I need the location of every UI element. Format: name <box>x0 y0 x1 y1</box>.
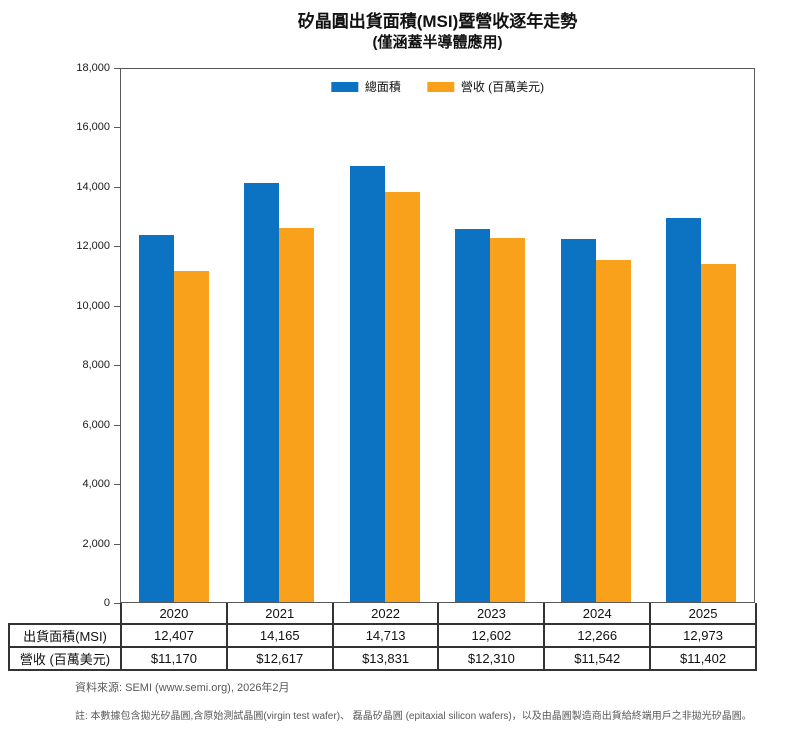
y-tick-mark <box>114 603 120 604</box>
y-tick-label: 16,000 <box>76 121 110 134</box>
table-year-cell: 2023 <box>437 603 546 625</box>
chart-title: 矽晶圓出貨面積(MSI)暨營收逐年走勢 <box>297 12 578 31</box>
bar-total-area-2022 <box>349 166 385 602</box>
table-year-cell: 2022 <box>331 603 440 625</box>
legend-label-total-area: 總面積 <box>364 80 401 94</box>
table-value-cell: 12,973 <box>649 623 757 648</box>
bar-total-area-2024 <box>560 238 596 602</box>
table-row-revenue: 營收 (百萬美元) $11,170 $12,617 $13,831 $12,310 $11… <box>8 646 757 671</box>
bar-group-2023 <box>438 69 544 602</box>
y-tick-label: 18,000 <box>76 62 110 74</box>
legend-swatch-total-area <box>330 81 358 92</box>
table-value-cell: 14,165 <box>225 623 334 648</box>
y-tick-label: 8,000 <box>82 359 110 372</box>
table-value-cell: $13,831 <box>331 646 440 671</box>
y-tick-mark <box>114 365 120 366</box>
table-row-label-revenue: 營收 (百萬美元) <box>8 646 122 671</box>
y-tick-label: 2,000 <box>82 537 110 550</box>
table-value-cell: 14,713 <box>331 623 440 648</box>
y-tick-mark <box>114 306 120 307</box>
y-tick-mark <box>114 127 120 128</box>
y-tick-mark <box>114 484 120 485</box>
bar-group-2021 <box>227 69 333 602</box>
table-value-cell: $12,310 <box>437 646 546 671</box>
y-tick-mark <box>114 544 120 545</box>
table-value-cell: 12,602 <box>437 623 546 648</box>
table-row-shipment-area: 出貨面積(MSI) 12,407 14,165 14,713 12,602 12,266 1… <box>8 623 757 648</box>
table-value-cell: $12,617 <box>225 646 334 671</box>
table-value-cell: $11,542 <box>543 646 652 671</box>
y-tick-label: 14,000 <box>76 180 110 193</box>
legend: 總面積 營收 (百萬美元) <box>330 78 545 95</box>
y-tick-mark <box>114 425 120 426</box>
chart-title-block: 矽晶圓出貨面積(MSI)暨營收逐年走勢 (僅涵蓋半導體應用) <box>120 11 755 53</box>
y-tick-mark <box>114 246 120 247</box>
table-value-cell: 12,407 <box>120 623 228 648</box>
y-tick-label: 6,000 <box>82 418 110 431</box>
y-tick-mark <box>114 68 120 69</box>
y-tick-label: 4,000 <box>82 478 110 491</box>
bar-revenue-2021 <box>279 228 315 602</box>
bar-revenue-2020 <box>173 271 209 602</box>
table-value-cell: $11,170 <box>120 646 228 671</box>
bar-group-2022 <box>332 69 438 602</box>
legend-swatch-revenue <box>426 81 454 92</box>
table-year-cell: 2025 <box>649 603 757 625</box>
bar-total-area-2020 <box>138 234 174 602</box>
chart-subtitle: (僅涵蓋半導體應用) <box>372 34 503 52</box>
bar-revenue-2023 <box>490 237 526 602</box>
plot-area: 總面積 營收 (百萬美元) <box>120 68 755 603</box>
note-line: 註: 本數據包含拋光矽晶圓,含原始測試晶圓(virgin test wafer)… <box>75 711 752 722</box>
legend-label-revenue: 營收 (百萬美元) <box>460 80 545 94</box>
bar-total-area-2025 <box>666 217 702 602</box>
table-year-cell: 2021 <box>225 603 334 625</box>
legend-item-total-area: 總面積 <box>330 78 401 95</box>
source-line: 資料來源: SEMI (www.semi.org), 2026年2月 <box>75 682 290 694</box>
bar-total-area-2021 <box>244 182 280 602</box>
bar-group-2024 <box>543 69 649 602</box>
y-axis: 0 2,000 4,000 6,000 8,000 10,000 12,000 14,000 1… <box>0 0 120 734</box>
bar-revenue-2022 <box>384 192 420 602</box>
table-row-years: 2020 2021 2022 2023 2024 2025 <box>9 603 757 625</box>
legend-item-revenue: 營收 (百萬美元) <box>426 78 545 95</box>
bar-groups <box>121 69 754 602</box>
y-tick-mark <box>114 187 120 188</box>
bar-revenue-2024 <box>595 260 631 602</box>
table-value-cell: $11,402 <box>649 646 757 671</box>
bar-revenue-2025 <box>701 264 737 602</box>
table-year-cell: 2024 <box>543 603 652 625</box>
bar-group-2025 <box>649 69 755 602</box>
y-tick-label: 0 <box>103 597 110 609</box>
bar-group-2020 <box>121 69 227 602</box>
bar-total-area-2023 <box>455 228 491 602</box>
table-row-label-shipment-area: 出貨面積(MSI) <box>8 623 122 648</box>
table-year-cell: 2020 <box>120 603 228 625</box>
y-tick-label: 12,000 <box>76 240 110 253</box>
table-value-cell: 12,266 <box>543 623 652 648</box>
data-table: 2020 2021 2022 2023 2024 2025 出貨面積(MSI) 12,407 1… <box>8 603 757 671</box>
table-spacer-cell <box>9 603 121 624</box>
y-tick-label: 10,000 <box>76 299 110 312</box>
